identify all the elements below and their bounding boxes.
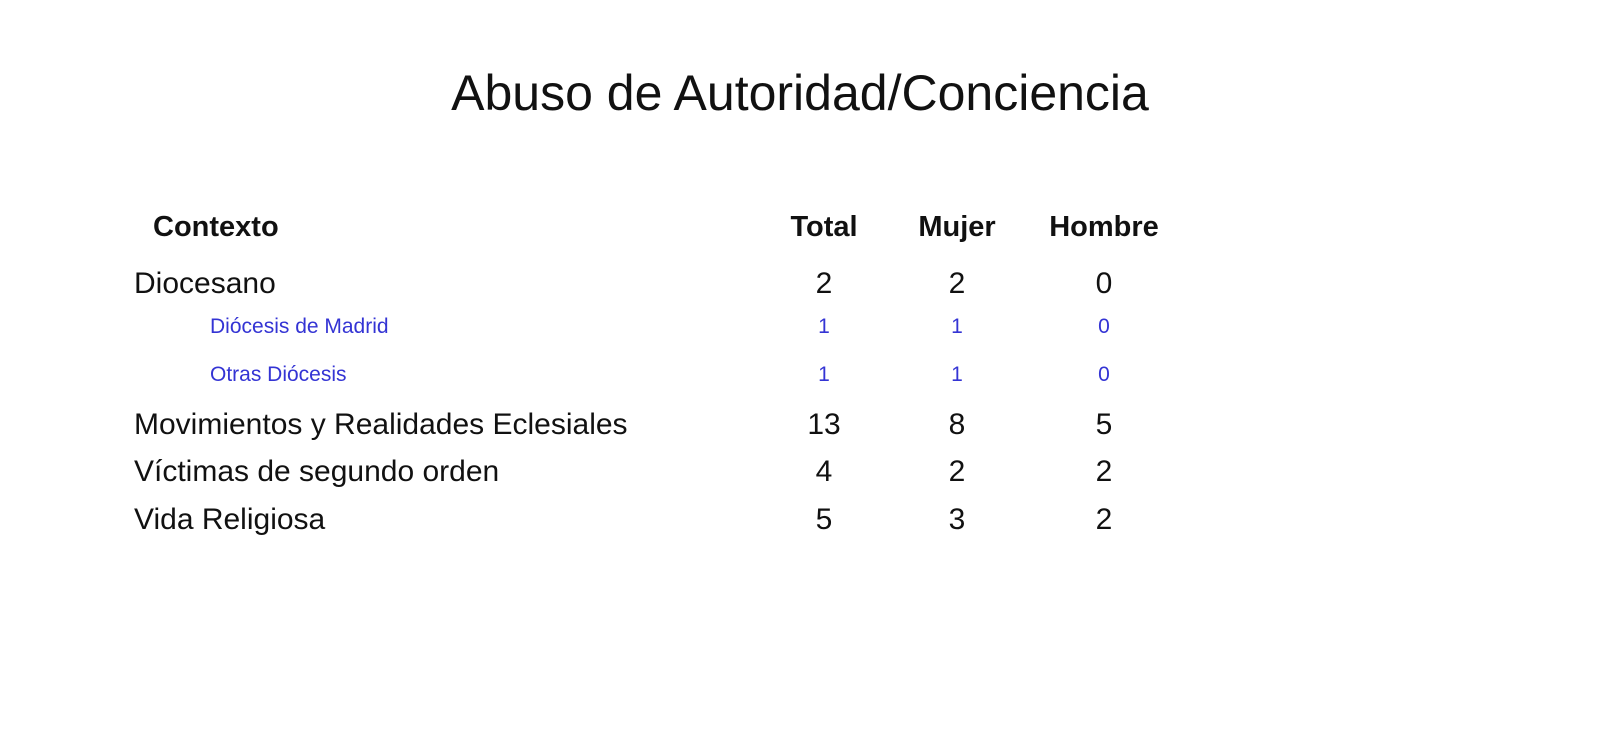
table-subrow: Otras Diócesis 1 1 0 — [0, 355, 1600, 395]
header-total: Total — [790, 211, 858, 243]
table-row: Movimientos y Realidades Eclesiales 13 8… — [0, 405, 1600, 445]
row-mujer: 3 — [948, 503, 966, 536]
page-title: Abuso de Autoridad/Conciencia — [451, 65, 1149, 121]
row-mujer: 1 — [951, 363, 963, 386]
row-label: Vida Religiosa — [134, 503, 326, 536]
table-row: Diocesano 2 2 0 — [0, 264, 1600, 304]
row-mujer: 8 — [948, 408, 966, 441]
row-mujer: 2 — [948, 267, 966, 300]
row-total: 13 — [807, 408, 841, 441]
table-header: Contexto Total Mujer Hombre — [0, 207, 1600, 247]
row-label: Víctimas de segundo orden — [134, 455, 500, 488]
row-hombre: 0 — [1098, 363, 1110, 386]
table-subrow: Diócesis de Madrid 1 1 0 — [0, 307, 1600, 347]
row-hombre: 0 — [1098, 315, 1110, 338]
row-hombre: 2 — [1095, 503, 1113, 536]
row-mujer: 1 — [951, 315, 963, 338]
header-mujer: Mujer — [918, 211, 996, 243]
row-hombre: 2 — [1095, 455, 1113, 488]
table-row: Vida Religiosa 5 3 2 — [0, 500, 1600, 540]
row-hombre: 5 — [1095, 408, 1113, 441]
header-hombre: Hombre — [1049, 211, 1159, 243]
row-label: Movimientos y Realidades Eclesiales — [134, 408, 628, 441]
row-total: 1 — [818, 363, 830, 386]
row-total: 5 — [815, 503, 833, 536]
row-label: Diócesis de Madrid — [210, 315, 389, 338]
table-row: Víctimas de segundo orden 4 2 2 — [0, 452, 1600, 492]
row-label: Diocesano — [134, 267, 276, 300]
row-mujer: 2 — [948, 455, 966, 488]
row-total: 2 — [815, 267, 833, 300]
header-contexto: Contexto — [153, 211, 279, 243]
row-label: Otras Diócesis — [210, 363, 347, 386]
row-total: 1 — [818, 315, 830, 338]
row-hombre: 0 — [1095, 267, 1113, 300]
row-total: 4 — [815, 455, 833, 488]
